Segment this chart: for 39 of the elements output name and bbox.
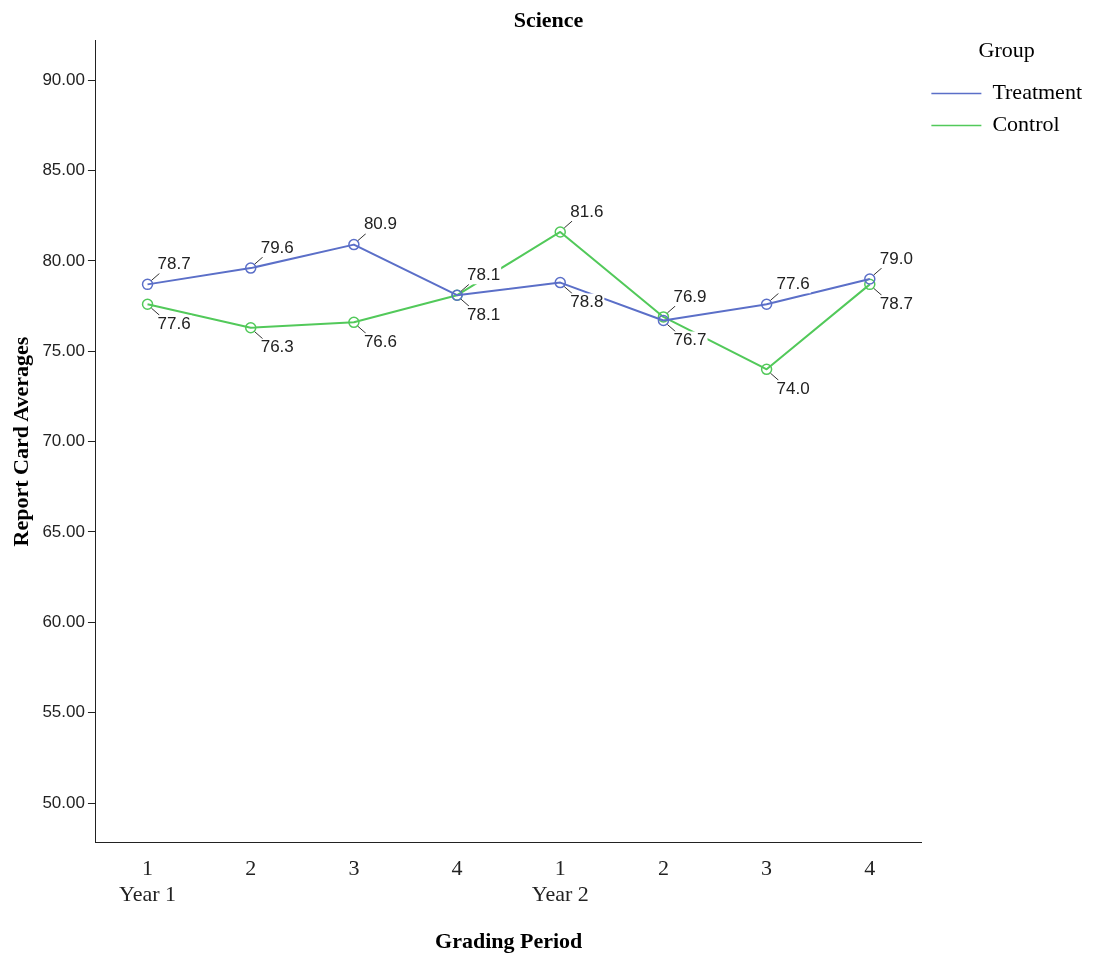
data-label: 77.6: [776, 273, 810, 293]
y-axis-title: Report Card Averages: [7, 336, 33, 547]
x-tick-label: 2: [245, 854, 257, 880]
y-tick-label: 50.00: [42, 792, 85, 812]
y-tick-label: 80.00: [42, 250, 85, 270]
chart-title: Science: [513, 6, 584, 32]
data-label: 76.9: [673, 286, 707, 306]
y-tick-label: 70.00: [42, 431, 85, 451]
y-tick-label: 85.00: [42, 160, 85, 180]
data-label: 76.7: [673, 330, 707, 350]
data-label: 74.0: [776, 379, 810, 398]
data-label: 78.1: [467, 304, 501, 324]
y-tick-label: 55.00: [42, 702, 85, 722]
data-label: 77.6: [157, 313, 191, 333]
data-label: 81.6: [570, 201, 604, 221]
data-label: 78.8: [570, 292, 604, 312]
data-label: 76.6: [363, 332, 397, 352]
legend-label: Control: [992, 111, 1060, 137]
data-label: 80.9: [363, 214, 397, 234]
x-tick-label: 4: [864, 854, 876, 880]
y-tick-label: 90.00: [42, 69, 85, 89]
data-label: 76.3: [260, 337, 294, 357]
x-tick-label: 1 Year 1: [119, 854, 177, 907]
data-label: 79.0: [879, 248, 913, 268]
x-axis-title: Grading Period: [435, 928, 583, 954]
x-tick-label: 3: [761, 854, 773, 880]
legend-title: Group: [978, 36, 1035, 62]
y-tick-label: 75.00: [42, 340, 85, 360]
x-tick-label: 4: [451, 854, 463, 880]
x-tick-label: 2: [657, 854, 669, 880]
legend-label: Treatment: [992, 79, 1082, 105]
data-label: 79.6: [260, 237, 294, 257]
x-tick-label: 3: [348, 854, 360, 880]
data-label: 78.7: [157, 254, 191, 274]
x-tick-label: 1 Year 2: [531, 854, 589, 907]
y-tick-label: 60.00: [42, 612, 85, 632]
data-label: 78.7: [879, 294, 913, 314]
data-label: 78.1: [467, 264, 501, 284]
y-tick-label: 65.00: [42, 521, 85, 541]
